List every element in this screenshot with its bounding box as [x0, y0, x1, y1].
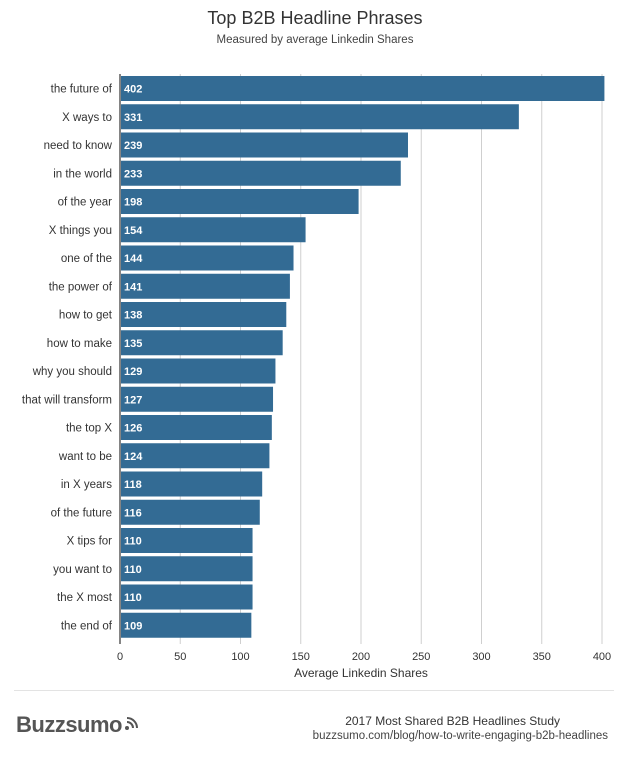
value-label: 110	[124, 536, 142, 548]
category-label: how to get	[59, 310, 113, 322]
signal-icon	[123, 712, 139, 738]
bar	[121, 273, 290, 299]
bar	[121, 499, 260, 525]
category-label: the end of	[61, 620, 113, 632]
bar	[121, 189, 359, 214]
bar	[121, 386, 274, 412]
value-label: 126	[124, 423, 142, 435]
bar	[121, 556, 253, 582]
bar	[121, 612, 252, 638]
category-label: of the year	[58, 197, 113, 209]
category-label: need to know	[44, 140, 113, 152]
chart-title: Top B2B Headline Phrases	[207, 8, 423, 28]
bars	[121, 76, 605, 638]
bar	[121, 528, 253, 553]
x-tick-label: 0	[117, 651, 123, 663]
value-label: 135	[124, 338, 142, 350]
buzzsumo-logo: Buzzsumo	[16, 712, 139, 738]
value-label: 124	[124, 451, 143, 463]
category-label: you want to	[53, 564, 112, 576]
x-tick-label: 50	[174, 651, 186, 663]
bar	[121, 104, 519, 130]
x-tick-label: 100	[231, 651, 249, 663]
bar	[121, 245, 294, 271]
bar-chart: 0 50 100 150 200 250 300 350 400 the future of 402…	[22, 74, 611, 681]
value-label: 402	[124, 84, 142, 96]
category-label: the power of	[49, 281, 113, 293]
category-label: X things you	[49, 225, 112, 237]
bar	[121, 330, 283, 356]
value-label: 109	[124, 620, 142, 632]
value-label: 198	[124, 197, 142, 209]
value-label: 239	[124, 140, 142, 152]
labels: 0 50 100 150 200 250 300 350 400 the future of 402…	[22, 84, 611, 681]
category-label: why you should	[32, 366, 112, 378]
category-label: X tips for	[67, 536, 113, 548]
bar	[121, 443, 270, 469]
category-label: in the world	[53, 168, 112, 180]
category-label: one of the	[61, 253, 112, 265]
value-label: 233	[124, 168, 142, 180]
value-label: 118	[124, 479, 142, 491]
value-label: 127	[124, 394, 142, 406]
study-url: buzzsumo.com/blog/how-to-write-engaging-…	[312, 730, 608, 742]
bar	[121, 76, 605, 101]
bar	[121, 302, 287, 327]
bar	[121, 415, 272, 440]
x-tick-label: 150	[292, 651, 310, 663]
value-label: 110	[124, 592, 142, 604]
value-label: 129	[124, 366, 142, 378]
bar	[121, 471, 263, 497]
value-label: 154	[124, 225, 143, 237]
x-tick-label: 400	[593, 651, 611, 663]
category-label: in X years	[61, 479, 112, 491]
value-label: 141	[124, 281, 142, 293]
bar	[121, 358, 276, 384]
x-axis-title: Average Linkedin Shares	[294, 666, 428, 680]
category-label: the top X	[66, 423, 112, 435]
bar	[121, 217, 306, 243]
value-label: 138	[124, 310, 142, 322]
bar	[121, 132, 408, 158]
category-label: the X most	[57, 592, 113, 604]
study-title: 2017 Most Shared B2B Headlines Study	[345, 714, 560, 728]
x-tick-label: 200	[352, 651, 370, 663]
value-label: 116	[124, 507, 142, 519]
brand-name: Buzzsumo	[16, 712, 123, 737]
footer-divider	[14, 690, 614, 691]
category-label: that will transform	[22, 394, 112, 406]
bar	[121, 584, 253, 610]
x-tick-label: 350	[533, 651, 551, 663]
value-label: 110	[124, 564, 142, 576]
bar	[121, 160, 401, 186]
x-tick-label: 250	[412, 651, 430, 663]
category-label: of the future	[51, 507, 112, 519]
category-label: X ways to	[62, 112, 112, 124]
value-label: 331	[124, 112, 142, 124]
category-label: the future of	[51, 84, 113, 96]
chart-subtitle: Measured by average Linkedin Shares	[216, 34, 414, 46]
category-label: how to make	[47, 338, 112, 350]
value-label: 144	[124, 253, 143, 265]
x-tick-label: 300	[472, 651, 490, 663]
category-label: want to be	[58, 451, 112, 463]
